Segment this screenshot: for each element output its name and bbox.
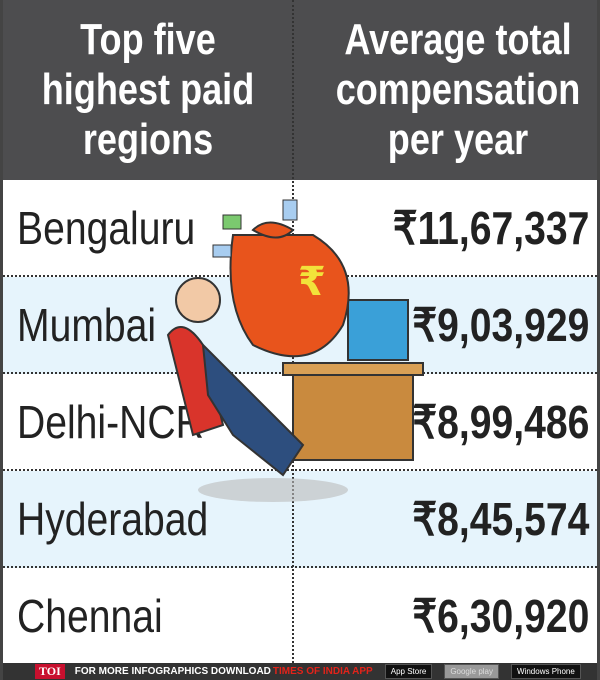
man-with-money-bag-illustration: ₹ — [166, 199, 424, 502]
svg-text:₹: ₹ — [298, 259, 326, 305]
compensation-value: ₹11,67,337 — [392, 201, 589, 254]
region-name: Chennai — [17, 589, 163, 642]
windows-phone-badge[interactable]: Windows Phone — [511, 664, 581, 679]
table-row: Delhi-NCR ₹8,99,486 — [3, 374, 597, 471]
table-header: Top five highest paid regions Average tota… — [3, 0, 597, 180]
region-name: Hyderabad — [17, 492, 209, 545]
compensation-value: ₹6,30,920 — [411, 589, 589, 642]
header-line: per year — [387, 115, 529, 164]
header-line: highest paid — [41, 65, 255, 114]
header-regions: Top five highest paid regions — [13, 0, 284, 180]
footer-bar: TOI FOR MORE INFOGRAPHICS DOWNLOAD TIMES… — [3, 663, 597, 680]
table-row: Bengaluru ₹11,67,337 — [3, 180, 597, 277]
toi-logo: TOI — [35, 664, 65, 679]
region-name: Mumbai — [17, 298, 157, 351]
compensation-value: ₹8,45,574 — [411, 492, 589, 545]
header-line: compensation — [335, 65, 581, 114]
region-name: Delhi-NCR — [17, 395, 204, 448]
region-name: Bengaluru — [17, 201, 196, 254]
compensation-value: ₹8,99,486 — [411, 395, 589, 448]
footer-text: FOR MORE INFOGRAPHICS DOWNLOAD — [74, 666, 271, 677]
header-line: regions — [82, 115, 214, 164]
table-row: Mumbai ₹9,03,929 — [3, 277, 597, 374]
header-line: Top five — [80, 15, 216, 64]
table-row: Chennai ₹6,30,920 — [3, 568, 597, 663]
app-store-badge[interactable]: App Store — [384, 664, 433, 679]
header-compensation: Average total compensation per year — [306, 0, 597, 180]
google-play-badge[interactable]: Google play — [444, 664, 500, 679]
footer-app-name[interactable]: TIMES OF INDIA APP — [272, 666, 373, 677]
header-line: Average total — [344, 15, 572, 64]
compensation-value: ₹9,03,929 — [411, 298, 589, 351]
